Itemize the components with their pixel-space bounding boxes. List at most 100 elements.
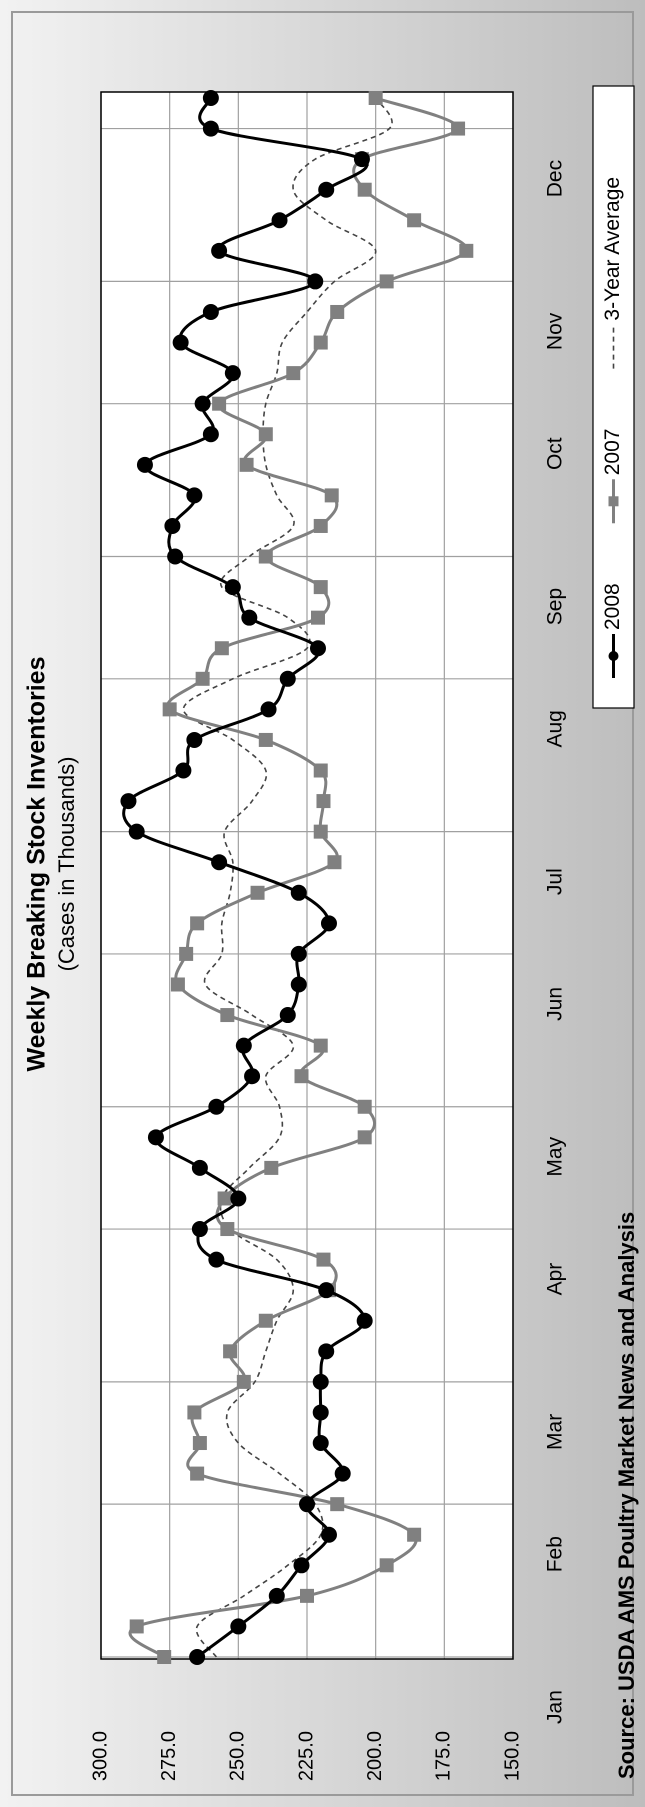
point (157, 1650, 172, 1664)
point (170, 977, 185, 992)
point (316, 794, 331, 809)
x-tick-label: Nov (544, 312, 567, 350)
point (187, 1405, 202, 1420)
x-tick-label: Jul (544, 868, 567, 895)
point (316, 1252, 331, 1267)
source-note: Source: USDA AMS Poultry Market News and… (614, 1212, 639, 1779)
point (407, 213, 422, 228)
point (211, 242, 228, 259)
point (368, 91, 383, 105)
y-tick-label: 300.0 (89, 1731, 111, 1781)
point (290, 884, 307, 901)
point (379, 274, 394, 289)
legend-marker (608, 496, 619, 507)
point (191, 1221, 208, 1238)
point (202, 426, 219, 443)
point (310, 610, 325, 625)
series-line (182, 97, 393, 1658)
legend-label: 2007 (601, 429, 624, 476)
point (202, 303, 219, 320)
point (357, 182, 372, 197)
point (128, 823, 145, 840)
legend-box (592, 85, 635, 709)
y-tick-label: 225.0 (295, 1731, 317, 1781)
point (313, 518, 328, 533)
point (286, 366, 301, 381)
point (268, 1587, 285, 1604)
point (186, 487, 203, 504)
point (299, 1496, 315, 1513)
point (293, 1557, 310, 1574)
point (294, 1069, 309, 1084)
point (330, 304, 345, 319)
point (356, 1312, 373, 1329)
x-tick-label: Jan (544, 1690, 567, 1724)
x-tick-label: Oct (544, 437, 567, 470)
point (217, 1191, 232, 1206)
x-tick-label: Feb (544, 1536, 567, 1572)
point (129, 1619, 144, 1634)
point (312, 1404, 329, 1421)
point (220, 1222, 235, 1237)
chart-subtitle: (Cases in Thousands) (54, 757, 79, 972)
point (120, 793, 137, 810)
point (327, 855, 342, 870)
point (189, 1649, 206, 1665)
point (175, 762, 192, 779)
point (230, 1190, 247, 1207)
point (313, 580, 328, 595)
y-tick-label: 250.0 (227, 1731, 249, 1781)
point (172, 334, 189, 351)
point (260, 701, 277, 718)
point (236, 1374, 251, 1389)
point (271, 212, 288, 229)
series-line (128, 96, 468, 1659)
point (195, 671, 210, 686)
point (211, 854, 228, 871)
x-tick-label: Sep (544, 588, 567, 625)
point (230, 1618, 247, 1635)
point (191, 1159, 208, 1176)
point (258, 549, 273, 564)
x-tick-label: Mar (544, 1414, 567, 1450)
x-tick-label: Jun (544, 987, 567, 1021)
x-tick-label: May (544, 1136, 567, 1176)
point (223, 1344, 238, 1359)
point (318, 1343, 335, 1360)
point (318, 181, 335, 198)
point (318, 1282, 335, 1299)
point (258, 1313, 273, 1328)
y-tick-label: 275.0 (158, 1731, 180, 1781)
point (307, 273, 324, 290)
point (313, 824, 328, 839)
point (212, 396, 227, 411)
point (379, 1558, 394, 1573)
point (264, 1160, 279, 1175)
point (300, 1588, 314, 1603)
point (451, 121, 466, 136)
point (202, 120, 219, 137)
point (353, 151, 370, 168)
point (179, 946, 194, 961)
legend-label: 3-Year Average (601, 177, 624, 321)
point (147, 1129, 164, 1146)
point (164, 517, 181, 534)
point (357, 1099, 372, 1114)
point (312, 1435, 329, 1452)
point (241, 609, 258, 626)
point (244, 1068, 261, 1085)
point (313, 335, 328, 350)
point (357, 1130, 372, 1145)
point (186, 731, 203, 748)
point (190, 916, 205, 931)
point (407, 1527, 422, 1542)
point (190, 1466, 205, 1481)
plot-frame (100, 91, 514, 1660)
y-tick-label: 150.0 (501, 1731, 523, 1781)
point (235, 1037, 252, 1054)
point (279, 1007, 296, 1024)
point (208, 1098, 225, 1115)
point (312, 1373, 329, 1390)
